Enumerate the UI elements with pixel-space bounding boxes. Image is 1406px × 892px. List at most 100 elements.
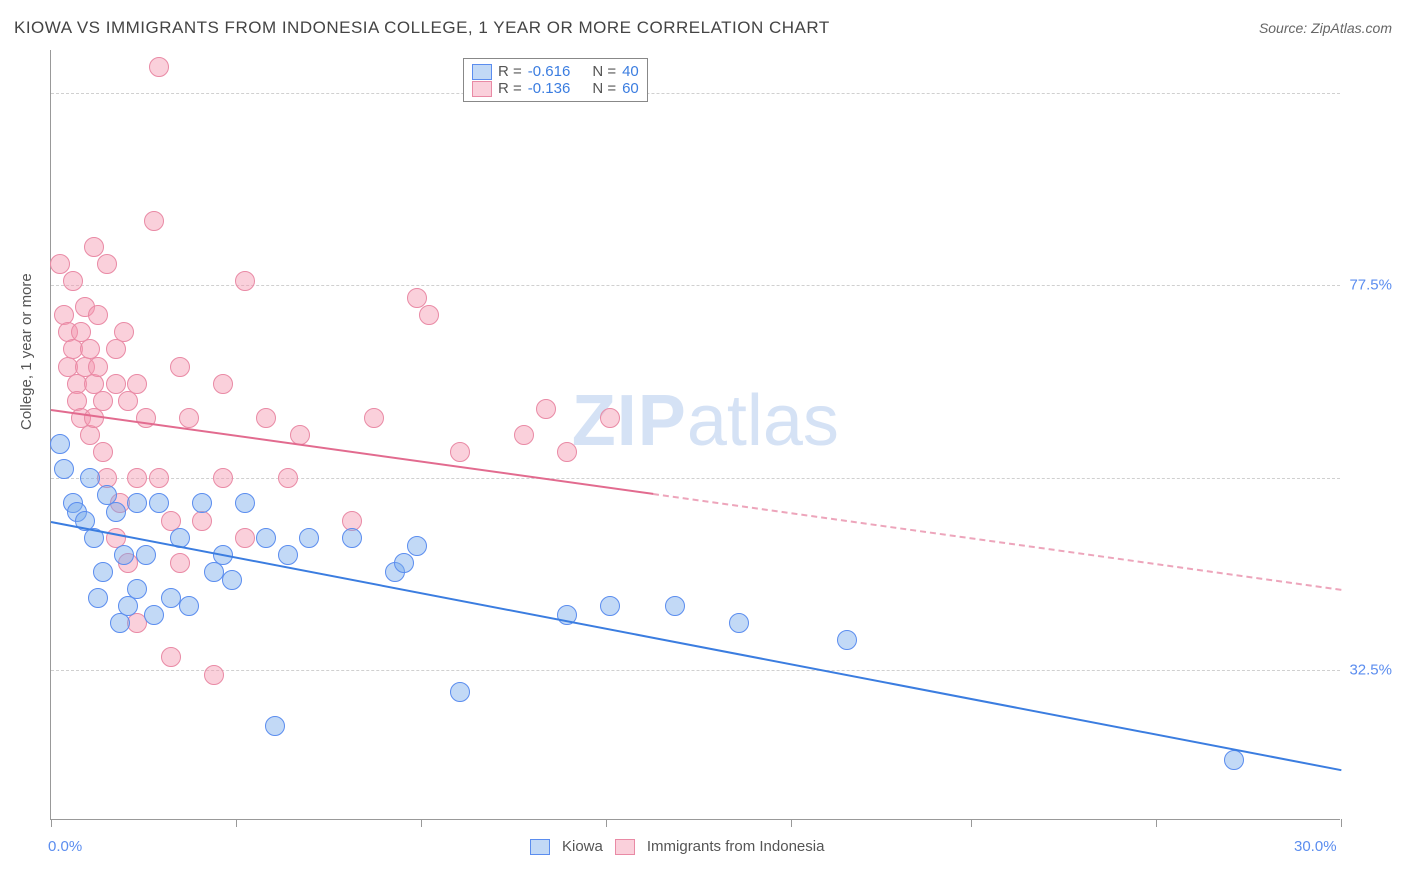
trendline-kiowa [51, 521, 1341, 771]
scatter-point-kiowa [256, 528, 276, 548]
scatter-point-indonesia [557, 442, 577, 462]
chart-title: KIOWA VS IMMIGRANTS FROM INDONESIA COLLE… [14, 18, 830, 38]
scatter-point-indonesia [407, 288, 427, 308]
n-value-indonesia: 60 [622, 80, 639, 97]
scatter-point-kiowa [235, 493, 255, 513]
scatter-point-indonesia [118, 391, 138, 411]
x-tick [421, 819, 422, 827]
scatter-point-kiowa [299, 528, 319, 548]
swatch-indonesia [472, 81, 492, 97]
scatter-point-kiowa [665, 596, 685, 616]
r-value-indonesia: -0.136 [528, 80, 571, 97]
scatter-point-indonesia [149, 57, 169, 77]
swatch-indonesia [615, 839, 635, 855]
scatter-point-indonesia [213, 468, 233, 488]
scatter-point-kiowa [50, 434, 70, 454]
legend-label-indonesia: Immigrants from Indonesia [647, 838, 825, 855]
y-tick-label: 77.5% [1349, 277, 1392, 294]
gridline [51, 93, 1340, 94]
gridline [51, 478, 1340, 479]
source-prefix: Source: [1259, 20, 1311, 36]
scatter-point-indonesia [127, 374, 147, 394]
scatter-point-indonesia [50, 254, 70, 274]
legend-label-kiowa: Kiowa [562, 838, 603, 855]
scatter-point-indonesia [600, 408, 620, 428]
scatter-point-kiowa [118, 596, 138, 616]
swatch-kiowa [530, 839, 550, 855]
gridline [51, 670, 1340, 671]
scatter-point-indonesia [170, 553, 190, 573]
scatter-point-indonesia [235, 271, 255, 291]
x-tick-label: 30.0% [1294, 838, 1337, 855]
scatter-point-indonesia [161, 647, 181, 667]
header: KIOWA VS IMMIGRANTS FROM INDONESIA COLLE… [14, 18, 1392, 38]
scatter-point-indonesia [63, 271, 83, 291]
scatter-point-kiowa [80, 468, 100, 488]
series-legend: Kiowa Immigrants from Indonesia [530, 838, 824, 855]
x-tick [236, 819, 237, 827]
scatter-point-kiowa [127, 493, 147, 513]
scatter-point-kiowa [837, 630, 857, 650]
trendline-indonesia-dashed [653, 493, 1341, 591]
scatter-point-indonesia [80, 425, 100, 445]
x-tick-label: 0.0% [48, 838, 82, 855]
scatter-point-kiowa [600, 596, 620, 616]
scatter-point-indonesia [514, 425, 534, 445]
scatter-point-kiowa [342, 528, 362, 548]
correlation-legend: R = -0.616 N = 40 R = -0.136 N = 60 [463, 58, 648, 102]
scatter-point-kiowa [88, 588, 108, 608]
r-value-kiowa: -0.616 [528, 63, 571, 80]
n-value-kiowa: 40 [622, 63, 639, 80]
watermark-bold: ZIP [572, 381, 687, 461]
scatter-point-indonesia [536, 399, 556, 419]
n-label: N = [592, 63, 616, 80]
scatter-point-indonesia [88, 305, 108, 325]
y-tick-label: 32.5% [1349, 662, 1392, 679]
scatter-point-indonesia [179, 408, 199, 428]
scatter-point-kiowa [407, 536, 427, 556]
scatter-point-indonesia [235, 528, 255, 548]
scatter-point-indonesia [170, 357, 190, 377]
scatter-point-indonesia [106, 374, 126, 394]
scatter-point-kiowa [144, 605, 164, 625]
scatter-point-indonesia [97, 254, 117, 274]
scatter-point-kiowa [54, 459, 74, 479]
scatter-point-kiowa [394, 553, 414, 573]
scatter-point-indonesia [204, 665, 224, 685]
x-tick [606, 819, 607, 827]
scatter-point-indonesia [127, 468, 147, 488]
scatter-point-kiowa [136, 545, 156, 565]
scatter-point-kiowa [192, 493, 212, 513]
scatter-point-kiowa [114, 545, 134, 565]
scatter-point-indonesia [364, 408, 384, 428]
scatter-point-indonesia [256, 408, 276, 428]
scatter-point-indonesia [84, 237, 104, 257]
scatter-point-kiowa [127, 579, 147, 599]
x-tick [1341, 819, 1342, 827]
legend-row-kiowa: R = -0.616 N = 40 [472, 63, 639, 80]
scatter-point-indonesia [114, 322, 134, 342]
x-tick [1156, 819, 1157, 827]
x-tick [971, 819, 972, 827]
scatter-point-indonesia [278, 468, 298, 488]
n-label: N = [592, 80, 616, 97]
scatter-point-kiowa [729, 613, 749, 633]
scatter-point-indonesia [88, 357, 108, 377]
plot-area: ZIPatlas [50, 50, 1340, 820]
scatter-point-kiowa [106, 502, 126, 522]
swatch-kiowa [472, 64, 492, 80]
scatter-point-kiowa [1224, 750, 1244, 770]
watermark-light: atlas [687, 381, 839, 461]
scatter-point-kiowa [450, 682, 470, 702]
scatter-point-kiowa [93, 562, 113, 582]
scatter-point-kiowa [222, 570, 242, 590]
scatter-point-kiowa [149, 493, 169, 513]
chart-container: KIOWA VS IMMIGRANTS FROM INDONESIA COLLE… [0, 0, 1406, 892]
scatter-point-indonesia [419, 305, 439, 325]
scatter-point-indonesia [93, 391, 113, 411]
scatter-point-indonesia [192, 511, 212, 531]
source-attribution: Source: ZipAtlas.com [1259, 20, 1392, 36]
y-axis-label: College, 1 year or more [18, 273, 35, 430]
scatter-point-indonesia [450, 442, 470, 462]
scatter-point-indonesia [213, 374, 233, 394]
